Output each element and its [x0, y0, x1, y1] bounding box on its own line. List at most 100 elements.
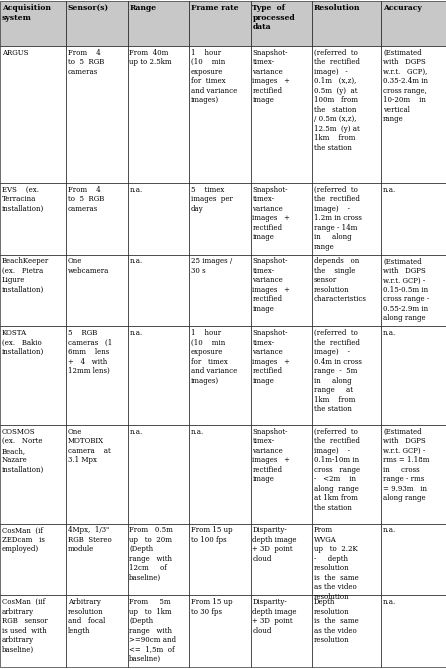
- Bar: [128, 183, 189, 255]
- Bar: [381, 255, 446, 326]
- Bar: [0, 595, 66, 667]
- Text: Snapshot-
timex-
variance
images   +
rectified
image: Snapshot- timex- variance images + recti…: [252, 427, 290, 483]
- Bar: [312, 326, 381, 425]
- Bar: [0, 524, 66, 595]
- Text: n.a.: n.a.: [129, 186, 143, 194]
- Bar: [66, 425, 128, 524]
- Text: From 15 up
to 30 fps: From 15 up to 30 fps: [191, 598, 232, 615]
- Bar: [66, 255, 128, 326]
- Text: COSMOS
(ex.   Norte
Beach,
Nazare
installation): COSMOS (ex. Norte Beach, Nazare installa…: [2, 427, 44, 474]
- Text: Acquisition
system: Acquisition system: [2, 4, 51, 21]
- Text: n.a.: n.a.: [191, 427, 204, 436]
- Bar: [128, 326, 189, 425]
- Text: n.a.: n.a.: [383, 598, 396, 606]
- Text: Snapshot-
timex-
variance
images   +
rectified
image: Snapshot- timex- variance images + recti…: [252, 329, 290, 385]
- Text: Accuracy: Accuracy: [383, 4, 422, 12]
- Text: From   0.5m
up   to  20m
(Depth
range   with
12cm     of
baseline): From 0.5m up to 20m (Depth range with 12…: [129, 527, 173, 582]
- Bar: [251, 524, 312, 595]
- Bar: [66, 595, 128, 667]
- Text: EVS    (ex.
Terracina
installation): EVS (ex. Terracina installation): [2, 186, 44, 213]
- Bar: [251, 255, 312, 326]
- Bar: [66, 524, 128, 595]
- Text: Disparity-
depth image
+ 3D  point
cloud: Disparity- depth image + 3D point cloud: [252, 598, 297, 634]
- Text: From  40m
up to 2.5km: From 40m up to 2.5km: [129, 49, 172, 66]
- Bar: [381, 595, 446, 667]
- Text: 5    timex
images  per
day: 5 timex images per day: [191, 186, 233, 213]
- Bar: [251, 1, 312, 46]
- Text: depends   on
the    single
sensor
resolution
characteristics: depends on the single sensor resolution …: [314, 258, 367, 304]
- Bar: [0, 46, 66, 183]
- Text: Snapshot-
timex-
variance
images   +
rectified
image: Snapshot- timex- variance images + recti…: [252, 186, 290, 242]
- Text: Disparity-
depth image
+ 3D  point
cloud: Disparity- depth image + 3D point cloud: [252, 527, 297, 563]
- Bar: [66, 1, 128, 46]
- Bar: [0, 425, 66, 524]
- Bar: [189, 425, 251, 524]
- Text: KOSTA
(ex.   Bakio
installation): KOSTA (ex. Bakio installation): [2, 329, 44, 356]
- Text: n.a.: n.a.: [129, 427, 143, 436]
- Text: From     5m
up   to  1km
(Depth
range   with
>=90cm and
<=  1,5m  of
baseline): From 5m up to 1km (Depth range with >=90…: [129, 598, 176, 663]
- Bar: [189, 255, 251, 326]
- Bar: [128, 255, 189, 326]
- Bar: [189, 595, 251, 667]
- Bar: [381, 326, 446, 425]
- Text: From    4
to  5  RGB
cameras: From 4 to 5 RGB cameras: [68, 49, 104, 76]
- Bar: [251, 326, 312, 425]
- Text: 5    RGB
cameras   (1
6mm    lens
+   4   with
12mm lens): 5 RGB cameras (1 6mm lens + 4 with 12mm …: [68, 329, 112, 375]
- Bar: [381, 425, 446, 524]
- Bar: [312, 255, 381, 326]
- Text: 1    hour
(10    min
exposure
for  timex
and variance
images): 1 hour (10 min exposure for timex and va…: [191, 49, 237, 104]
- Text: (Estimated
with   DGPS
w.r.t.   GCP),
0.35-2.4m in
cross range,
10-20m    in
ver: (Estimated with DGPS w.r.t. GCP), 0.35-2…: [383, 49, 428, 123]
- Text: 1    hour
(10    min
exposure
for   timex
and variance
images): 1 hour (10 min exposure for timex and va…: [191, 329, 237, 385]
- Text: From
WVGA
up   to  2.2K
-     depth
resolution
is  the  same
as the video
resolu: From WVGA up to 2.2K - depth resolution …: [314, 527, 359, 601]
- Bar: [312, 524, 381, 595]
- Bar: [312, 1, 381, 46]
- Text: Resolution: Resolution: [314, 4, 360, 12]
- Text: Frame rate: Frame rate: [191, 4, 239, 12]
- Text: (Estimated
with   DGPS
w.r.t. GCP) -
0.15-0.5m in
cross range -
0.55-2.9m in
alo: (Estimated with DGPS w.r.t. GCP) - 0.15-…: [383, 258, 429, 322]
- Text: CosMan  (iif
arbitrary
RGB   sensor
is used  with
arbitrary
baseline): CosMan (iif arbitrary RGB sensor is used…: [2, 598, 48, 654]
- Text: From    4
to  5  RGB
cameras: From 4 to 5 RGB cameras: [68, 186, 104, 213]
- Text: n.a.: n.a.: [129, 258, 143, 266]
- Text: (referred  to
the  rectified
image)    -
0.4m in cross
range  -  5m
in     along: (referred to the rectified image) - 0.4m…: [314, 329, 362, 413]
- Bar: [189, 524, 251, 595]
- Text: Arbitrary
resolution
and   focal
length: Arbitrary resolution and focal length: [68, 598, 105, 634]
- Bar: [381, 524, 446, 595]
- Text: n.a.: n.a.: [383, 186, 396, 194]
- Bar: [66, 183, 128, 255]
- Text: n.a.: n.a.: [129, 329, 143, 337]
- Bar: [251, 595, 312, 667]
- Text: Type  of
processed
data: Type of processed data: [252, 4, 295, 31]
- Bar: [0, 326, 66, 425]
- Text: 4Mpx,  1/3"
RGB  Stereo
module: 4Mpx, 1/3" RGB Stereo module: [68, 527, 112, 553]
- Bar: [312, 46, 381, 183]
- Text: BeachKeeper
(ex.   Pietra
Ligure
installation): BeachKeeper (ex. Pietra Ligure installat…: [2, 258, 49, 294]
- Bar: [381, 46, 446, 183]
- Bar: [66, 46, 128, 183]
- Text: One
MOTOBIX
camera    at
3.1 Mpx: One MOTOBIX camera at 3.1 Mpx: [68, 427, 111, 464]
- Bar: [0, 255, 66, 326]
- Bar: [128, 1, 189, 46]
- Bar: [189, 326, 251, 425]
- Text: One
webcamera: One webcamera: [68, 258, 109, 275]
- Bar: [128, 595, 189, 667]
- Text: 25 images /
30 s: 25 images / 30 s: [191, 258, 232, 275]
- Text: Sensor(s): Sensor(s): [68, 4, 109, 12]
- Bar: [66, 326, 128, 425]
- Bar: [381, 183, 446, 255]
- Text: Snapshot-
timex-
variance
images   +
rectified
image: Snapshot- timex- variance images + recti…: [252, 49, 290, 104]
- Bar: [128, 524, 189, 595]
- Text: (referred  to
the  rectified
image)    -
0.1m-10m in
cross   range
-   <2m    in: (referred to the rectified image) - 0.1m…: [314, 427, 360, 512]
- Bar: [251, 425, 312, 524]
- Text: CosMan  (if
ZEDcam   is
employed): CosMan (if ZEDcam is employed): [2, 527, 45, 553]
- Text: n.a.: n.a.: [383, 527, 396, 535]
- Bar: [251, 183, 312, 255]
- Text: (referred  to
the  rectified
image)    -
1.2m in cross
range - 14m
in     along
: (referred to the rectified image) - 1.2m…: [314, 186, 362, 251]
- Bar: [312, 183, 381, 255]
- Bar: [128, 425, 189, 524]
- Text: Snapshot-
timex-
variance
images   +
rectified
image: Snapshot- timex- variance images + recti…: [252, 258, 290, 313]
- Bar: [0, 1, 66, 46]
- Bar: [189, 46, 251, 183]
- Text: (referred  to
the  rectified
image)   -
0.1m   (x,z),
0.5m  (y)  at
100m   from
: (referred to the rectified image) - 0.1m…: [314, 49, 360, 152]
- Bar: [189, 183, 251, 255]
- Bar: [312, 425, 381, 524]
